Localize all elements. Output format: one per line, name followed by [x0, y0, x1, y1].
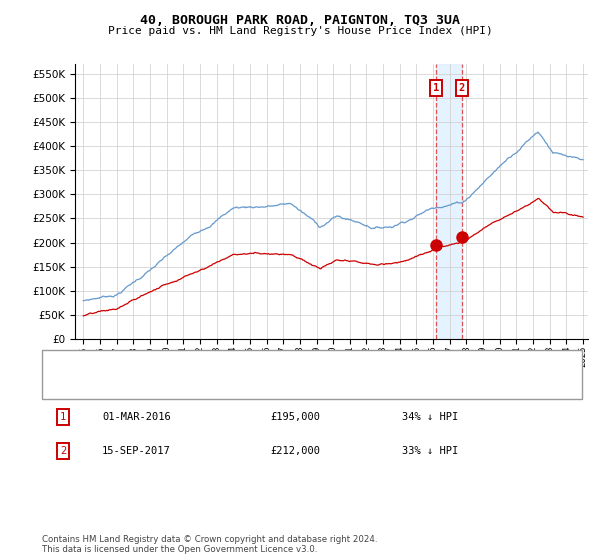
Text: 2: 2	[60, 446, 66, 456]
Text: 2: 2	[458, 83, 465, 93]
Text: Contains HM Land Registry data © Crown copyright and database right 2024.
This d: Contains HM Land Registry data © Crown c…	[42, 535, 377, 554]
Text: Price paid vs. HM Land Registry's House Price Index (HPI): Price paid vs. HM Land Registry's House …	[107, 26, 493, 36]
Text: 01-MAR-2016: 01-MAR-2016	[102, 412, 171, 422]
Bar	[436, 64, 461, 339]
Text: 34% ↓ HPI: 34% ↓ HPI	[402, 412, 458, 422]
Text: £195,000: £195,000	[270, 412, 320, 422]
Text: 33% ↓ HPI: 33% ↓ HPI	[402, 446, 458, 456]
Text: 1: 1	[60, 412, 66, 422]
Text: 15-SEP-2017: 15-SEP-2017	[102, 446, 171, 456]
Text: HPI: Average price, detached house, Torbay: HPI: Average price, detached house, Torb…	[105, 380, 357, 390]
Text: £212,000: £212,000	[270, 446, 320, 456]
Text: 40, BOROUGH PARK ROAD, PAIGNTON, TQ3 3UA: 40, BOROUGH PARK ROAD, PAIGNTON, TQ3 3UA	[140, 14, 460, 27]
Text: 40, BOROUGH PARK ROAD, PAIGNTON, TQ3 3UA (detached house): 40, BOROUGH PARK ROAD, PAIGNTON, TQ3 3UA…	[105, 359, 447, 369]
Text: 1: 1	[433, 83, 439, 93]
